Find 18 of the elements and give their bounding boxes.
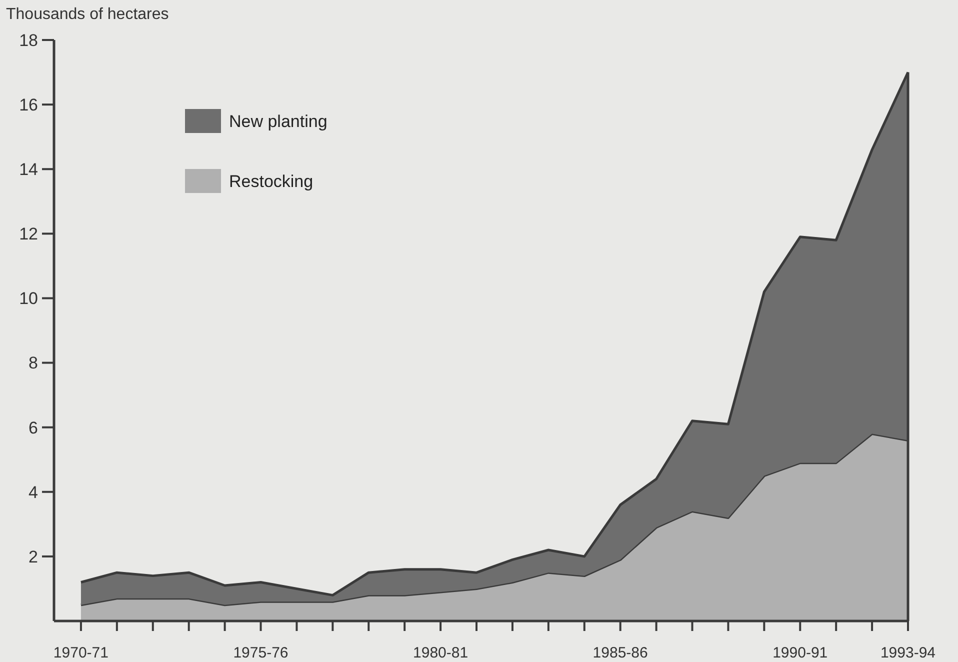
y-tick-label: 4 <box>28 482 38 502</box>
y-tick-label: 10 <box>19 289 38 308</box>
x-tick-label: 1990-91 <box>772 644 828 662</box>
x-tick-label: 1970-71 <box>53 644 108 662</box>
legend-label: Restocking <box>229 172 314 191</box>
y-tick-label: 18 <box>19 30 38 50</box>
y-tick-label: 6 <box>28 418 38 438</box>
x-tick-label: 1975-76 <box>233 644 288 662</box>
y-tick-label: 8 <box>28 354 38 373</box>
x-tick-label: 1993-94 <box>880 644 936 662</box>
y-tick-label: 14 <box>19 160 38 180</box>
x-tick-label: 1985-86 <box>592 644 648 662</box>
legend-label: New planting <box>229 112 328 131</box>
x-tick-label: 1980-81 <box>413 644 468 662</box>
y-tick-label: 2 <box>28 547 38 566</box>
y-axis-title: Thousands of hectares <box>6 6 169 23</box>
y-tick-label: 12 <box>19 224 38 244</box>
y-tick-label: 16 <box>19 96 38 115</box>
